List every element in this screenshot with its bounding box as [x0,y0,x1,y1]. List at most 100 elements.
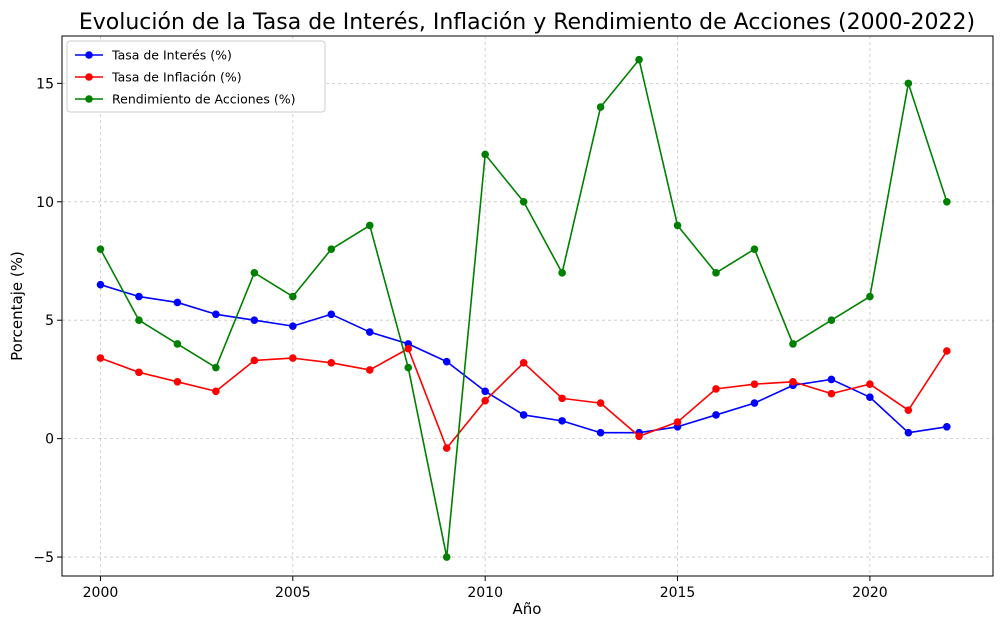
data-point [404,344,413,353]
data-point [943,197,951,206]
data-point [750,245,759,253]
data-point [327,359,336,367]
data-point [327,310,336,319]
x-tick-label: 2015 [660,585,696,601]
data-point [96,354,105,362]
data-point [904,406,913,415]
data-point [673,418,682,426]
data-point [519,359,528,367]
data-point [750,399,759,407]
data-point [866,292,874,301]
data-point [596,399,605,407]
data-point [365,366,374,374]
y-axis: −5 0 5 10 15 [33,76,62,566]
data-point [289,354,297,362]
series-layer [96,55,951,561]
data-point [96,280,105,289]
x-axis-label: Año [513,600,542,618]
data-point [289,292,297,301]
y-tick-label: 10 [36,195,54,211]
legend-box [66,40,326,113]
data-point [481,387,489,396]
data-point [712,385,720,393]
data-point [712,411,720,419]
data-point [250,356,259,365]
y-tick-label: 0 [45,432,54,448]
data-point [558,394,566,403]
data-point [135,368,143,377]
legend-entry: Rendimiento de Acciones (%) [75,92,295,107]
data-point [866,393,874,401]
legend-label: Tasa de Inflación (%) [111,70,242,85]
data-point [673,221,682,230]
series-line [99,58,948,558]
data-point [173,298,182,307]
chart-title: Evolución de la Tasa de Interés, Inflaci… [79,10,975,35]
data-point [596,103,605,111]
data-point [635,432,643,441]
data-point [827,375,836,384]
data-point [481,150,489,159]
data-point [173,340,182,348]
data-point [289,322,297,330]
legend-label: Tasa de Interés (%) [111,48,232,63]
data-point [827,316,836,325]
y-tick-label: 5 [45,313,54,329]
legend-entry: Tasa de Interés (%) [75,48,232,63]
data-point [173,377,182,386]
legend-label: Rendimiento de Acciones (%) [112,92,295,107]
data-point [327,245,336,253]
data-point [442,553,451,561]
legend-entry: Tasa de Inflación (%) [75,70,242,85]
series-2 [96,344,951,452]
data-point [212,387,220,396]
series-line [100,283,947,434]
data-point [635,55,643,64]
data-point [96,245,105,253]
data-point [904,428,913,437]
data-point [750,380,759,388]
data-point [365,328,374,336]
data-point [596,428,605,437]
legend-marker [85,95,93,103]
data-point [558,417,566,425]
x-tick-label: 2005 [275,585,311,601]
data-point [212,310,220,319]
data-point [943,422,951,431]
data-point [135,316,143,325]
y-axis-label: Porcentaje (%) [8,251,26,361]
y-tick-label: −5 [33,550,54,566]
data-point [481,396,489,405]
x-axis: 2000 2005 2010 2015 2020 [83,576,888,601]
data-point [712,269,720,277]
data-point [519,411,528,419]
x-tick-label: 2010 [467,585,503,601]
data-point [943,347,951,355]
data-point [558,269,566,277]
data-point [904,79,913,88]
data-point [827,389,836,398]
series-3 [96,55,951,561]
x-tick-label: 2000 [83,585,119,601]
plot-frame [61,35,994,577]
legend-marker [85,51,93,59]
data-point [404,363,413,372]
data-point [866,380,874,388]
legend-marker [85,73,93,81]
legend: Tasa de Interés (%) Tasa de Inflación (%)… [66,40,326,113]
series-1 [96,280,951,437]
data-point [442,357,451,366]
data-point [250,316,259,325]
data-point [365,221,374,230]
y-tick-label: 15 [36,76,54,92]
data-point [135,292,143,301]
data-point [789,377,797,386]
data-point [519,197,528,206]
data-point [789,340,797,348]
data-point [442,444,451,452]
grid [62,36,993,576]
data-point [212,363,220,372]
x-tick-label: 2020 [852,585,888,601]
data-point [250,269,259,277]
